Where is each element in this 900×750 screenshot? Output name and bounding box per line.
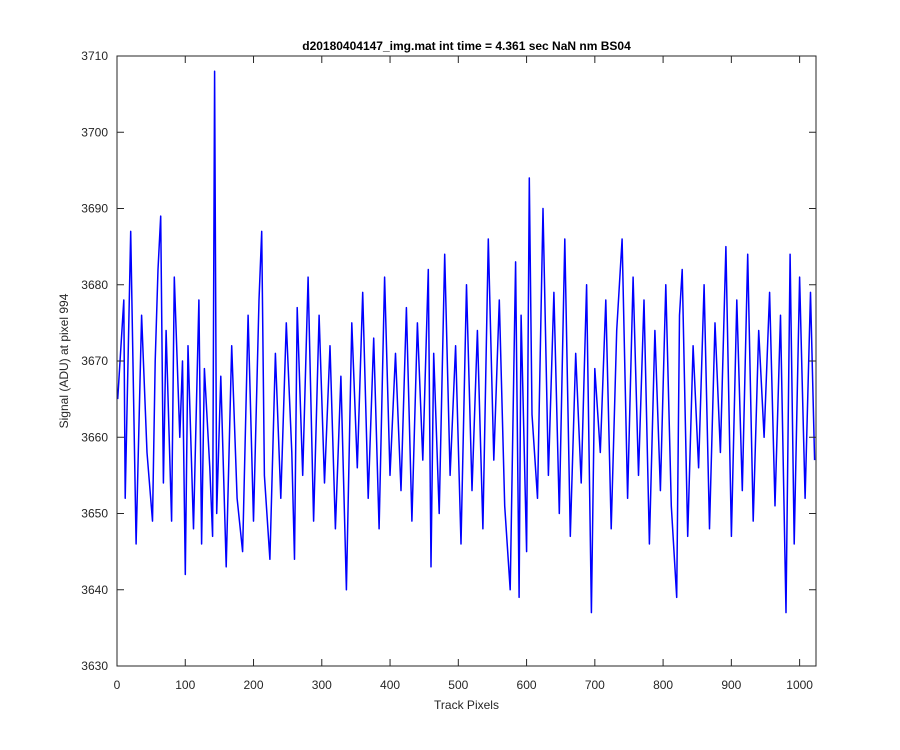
x-tick-label: 0 — [114, 678, 121, 692]
x-tick-label: 700 — [585, 678, 605, 692]
signal-series-line — [116, 70, 816, 614]
chart-title: d20180404147_img.mat int time = 4.361 se… — [302, 39, 631, 53]
x-axis-ticks: 0 100 200 300 400 500 600 700 800 900 1000 — [114, 56, 813, 692]
x-tick-label: 400 — [380, 678, 400, 692]
y-tick-label: 3710 — [81, 49, 108, 63]
y-axis-ticks: 3630 3640 3650 3660 3670 3680 3690 3700 3710 — [81, 49, 816, 673]
plot-area — [117, 56, 816, 666]
y-tick-label: 3670 — [81, 354, 108, 368]
series-layer — [116, 70, 816, 614]
x-tick-label: 100 — [175, 678, 195, 692]
x-tick-label: 200 — [244, 678, 264, 692]
x-tick-label: 300 — [312, 678, 332, 692]
x-tick-label: 800 — [653, 678, 673, 692]
y-tick-label: 3650 — [81, 507, 108, 521]
x-tick-label: 1000 — [786, 678, 813, 692]
y-tick-label: 3640 — [81, 583, 108, 597]
y-tick-label: 3680 — [81, 278, 108, 292]
y-tick-label: 3630 — [81, 659, 108, 673]
y-tick-label: 3700 — [81, 125, 108, 139]
x-tick-label: 500 — [448, 678, 468, 692]
y-tick-label: 3690 — [81, 202, 108, 216]
y-tick-label: 3660 — [81, 430, 108, 444]
x-axis-label: Track Pixels — [434, 698, 499, 712]
y-axis-label: Signal (ADU) at pixel 994 — [57, 293, 71, 428]
x-tick-label: 900 — [721, 678, 741, 692]
x-tick-label: 600 — [517, 678, 537, 692]
